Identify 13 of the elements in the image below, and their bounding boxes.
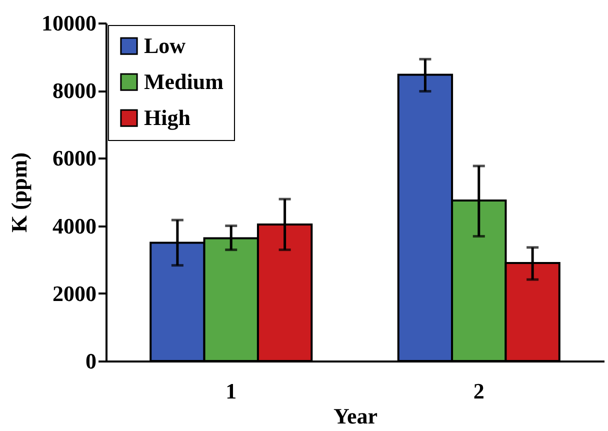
x-tick-label: 2 [473, 378, 484, 404]
y-tick-label: 4000 [52, 213, 96, 238]
x-tick-label: 1 [226, 378, 237, 404]
y-tick-label: 8000 [52, 78, 96, 104]
y-tick-label: 10000 [42, 10, 96, 36]
legend-label: Medium [144, 69, 224, 94]
y-tick-label: 6000 [52, 146, 96, 171]
y-axis-title: K (ppm) [6, 152, 32, 233]
y-tick-label: 0 [86, 348, 96, 374]
y-tick-label: 2000 [52, 280, 96, 306]
legend-label: Low [144, 33, 186, 58]
legend-label: High [144, 105, 190, 130]
x-axis-title: Year [334, 404, 378, 428]
